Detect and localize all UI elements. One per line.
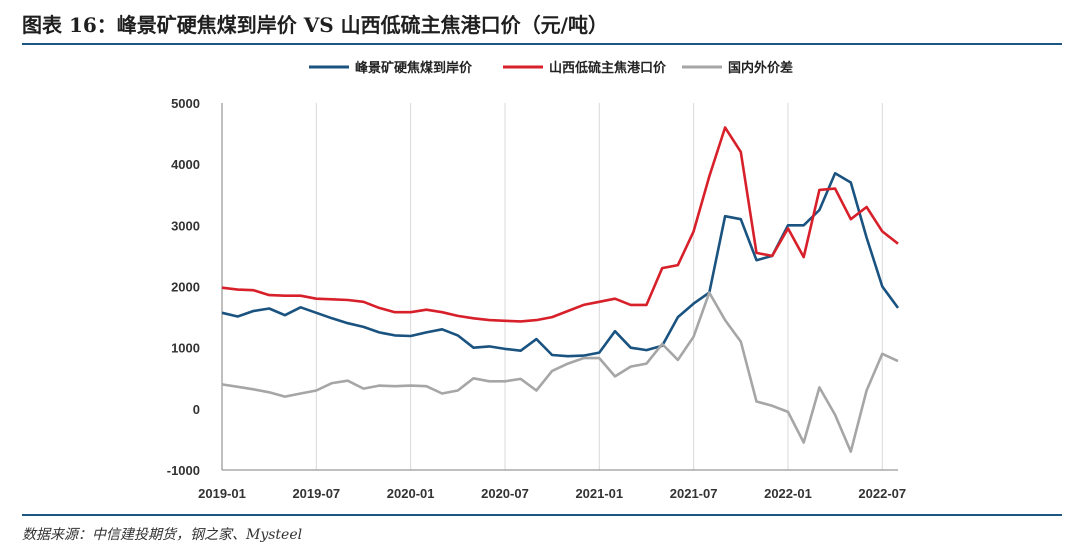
top-rule <box>22 43 1062 45</box>
legend-label-2: 山西低硫主焦港口价 <box>549 60 667 75</box>
y-tick-label: 1000 <box>171 341 200 356</box>
x-tick-label: 2019-01 <box>198 486 246 501</box>
x-tick-label: 2022-07 <box>858 486 906 501</box>
y-tick-label: -1000 <box>167 463 200 478</box>
legend-label-1: 峰景矿硬焦煤到岸价 <box>355 60 473 75</box>
y-tick-label: 3000 <box>171 218 200 233</box>
y-tick-label: 5000 <box>171 96 200 111</box>
bottom-rule <box>22 514 1062 516</box>
series-line-1 <box>221 172 900 358</box>
series-line-3 <box>221 291 899 453</box>
y-tick-label: 0 <box>193 402 200 417</box>
legend-label-3: 国内外价差 <box>728 60 793 75</box>
y-tick-label: 2000 <box>171 280 200 295</box>
x-tick-label: 2021-01 <box>575 486 623 501</box>
header: 图表 16：峰景矿硬焦煤到岸价 VS 山西低硫主焦港口价（元/吨） <box>22 8 1062 42</box>
x-tick-label: 2019-07 <box>292 486 340 501</box>
chart-title: 图表 16：峰景矿硬焦煤到岸价 VS 山西低硫主焦港口价（元/吨） <box>22 13 608 37</box>
x-tick-label: 2020-07 <box>481 486 529 501</box>
y-tick-label: 4000 <box>171 157 200 172</box>
x-tick-label: 2020-01 <box>387 486 435 501</box>
source-note: 数据来源：中信建投期货，钢之家、Mysteel <box>22 527 303 543</box>
x-tick-label: 2021-07 <box>670 486 718 501</box>
series-line-2 <box>221 126 899 323</box>
line-chart: 2019-01 2019-07 2020-01 2020-07 2021-01 2021-… <box>167 60 906 501</box>
x-tick-label: 2022-01 <box>764 486 812 501</box>
